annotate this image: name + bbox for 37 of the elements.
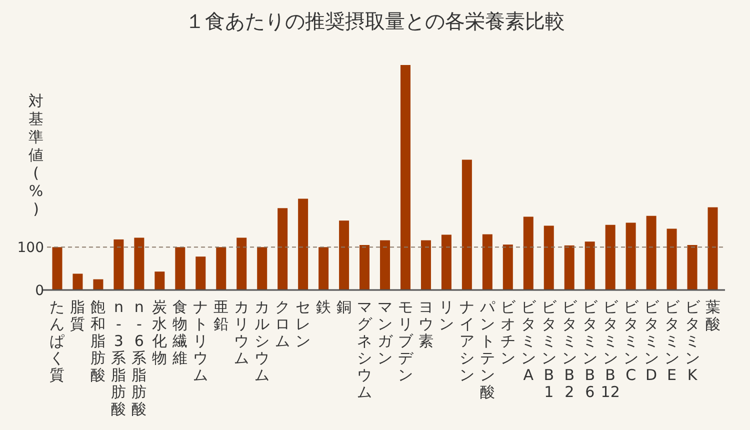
x-tick-label: ビタミンB12 (600, 298, 620, 401)
x-tick-label: ビタミンE (664, 298, 680, 384)
x-tick-label: クロム (275, 298, 290, 350)
x-tick-label: n-6系脂肪酸 (132, 298, 147, 418)
chart-title: １食あたりの推奨摂取量との各栄養素比較 (185, 9, 565, 33)
x-tick-label: 鉄 (316, 298, 332, 316)
x-tick-label: パントテン酸 (480, 298, 495, 401)
x-tick-label: ビタミンB1 (541, 298, 556, 401)
x-tick-label: ナイアシン (459, 298, 474, 384)
x-tick-label: 亜鉛 (214, 298, 229, 333)
x-tick-label: たんぱく質 (50, 298, 65, 384)
x-tick-label: カルシウム (254, 298, 270, 384)
x-tick-label: マグネシウム (357, 298, 372, 401)
x-tick-label: 葉酸 (705, 298, 720, 333)
x-tick-label: 食物繊維 (172, 298, 188, 367)
x-tick-label: ビタミンB6 (582, 298, 598, 401)
x-tick-label: ビタミンK (684, 298, 700, 384)
x-tick-label: モリブデン (398, 298, 413, 384)
x-tick-label: ヨウ素 (418, 298, 434, 350)
x-tick-label: ナトリウム (193, 298, 208, 384)
x-tick-label: 銅 (336, 298, 352, 316)
x-tick-label: カリウム (234, 298, 250, 367)
x-tick-label: ビタミンC (623, 298, 638, 384)
x-tick-label: ビタミンD (644, 298, 659, 384)
x-tick-label: セレン (296, 298, 311, 350)
y-tick-label: 0 (35, 283, 44, 299)
x-tick-label: リン (438, 298, 454, 333)
y-axis-title: 対基準値(%) (28, 92, 44, 218)
x-tick-label: ビオチン (500, 298, 516, 367)
y-tick-label: 100 (17, 240, 44, 256)
x-tick-label: n-3系脂肪酸 (111, 298, 126, 418)
x-tick-label: 飽和脂肪酸 (90, 298, 106, 384)
x-tick-label: 脂質 (70, 298, 86, 333)
x-tick-label: ビタミンB2 (562, 298, 577, 401)
x-tick-label: マンガン (378, 298, 392, 367)
x-tick-label: ビタミンA (520, 298, 536, 384)
x-tick-label: 炭水化物 (152, 298, 168, 367)
